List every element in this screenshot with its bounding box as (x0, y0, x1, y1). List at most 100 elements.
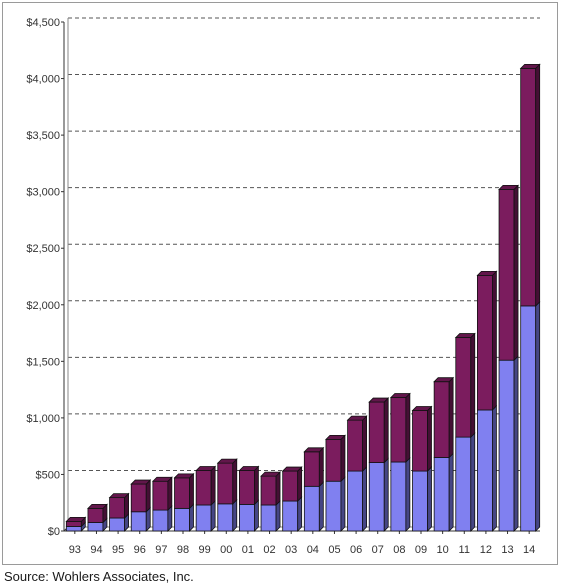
bar-segment-02-lower (260, 500, 281, 532)
stacked-bar-chart: $0 $500 $1,000 $1,500 $2,000 $2,500 $3,000 $3,5… (26, 17, 541, 556)
bar-segment-11-lower-front (455, 436, 472, 532)
bar-segment-03-upper-top (281, 466, 303, 472)
bar-segment-04-lower (303, 481, 324, 532)
bar-segment-09-lower-front (412, 470, 428, 532)
bar-segment-07-lower-side (383, 457, 389, 532)
bars (65, 63, 541, 532)
bar-segment-13-lower-side (513, 355, 519, 532)
bar-segment-99-lower-side (210, 500, 216, 532)
bar-segment-06-lower (347, 466, 367, 532)
x-tick-label: 04 (307, 544, 319, 556)
bar-segment-11-lower-side (470, 432, 476, 532)
bar-segment-95-upper-top (108, 493, 130, 499)
x-tick-label: 05 (328, 544, 340, 556)
x-tick-label: 01 (242, 544, 254, 556)
bar-segment-12-lower-front (477, 409, 493, 532)
x-tick-label: 96 (134, 544, 146, 556)
bar-segment-09-upper-side (427, 405, 432, 473)
bar-segment-96-upper-top (130, 479, 152, 485)
bar-segment-05-upper-top (324, 434, 346, 440)
y-tick-label: $2,000 (26, 300, 60, 312)
bar-segment-96-upper-side (145, 479, 151, 513)
bar-segment-06-upper-front (347, 419, 363, 472)
bar-segment-09-upper (411, 405, 433, 473)
bar-segment-03-upper-side (297, 466, 303, 502)
bar-segment-09-upper-top (411, 406, 433, 411)
x-tick-label: 12 (480, 544, 492, 556)
bar-segment-09-upper-front (412, 410, 428, 472)
bar-segment-07-lower-front (368, 462, 385, 532)
y-tick-label: $4,500 (26, 17, 60, 29)
bar-segment-03-lower (282, 496, 303, 532)
bar-segment-95-upper (108, 492, 130, 519)
bar-segment-06-upper (346, 415, 368, 473)
bar-segment-95-lower-front (109, 517, 125, 532)
bar-segment-11-upper-top (454, 333, 476, 338)
y-tick-label: $0 (48, 526, 60, 538)
bar-segment-93-upper (65, 516, 87, 528)
bar-segment-13-upper-top (498, 185, 520, 190)
bar-segment-04-upper-side (318, 446, 324, 488)
bar-segment-10-upper (433, 376, 455, 459)
bar-segment-14-lower-front (520, 305, 537, 532)
bar-segment-11-upper (454, 332, 476, 439)
bar-segment-10-lower (433, 452, 454, 532)
bar-segment-05-upper-front (325, 438, 342, 482)
bar-segment-99-upper-side (210, 465, 216, 506)
bar-segment-98-upper-front (174, 477, 190, 509)
bar-segment-99-lower-front (195, 504, 212, 532)
bar-segment-05-lower-front (325, 480, 342, 532)
bar-segment-07-upper-top (368, 397, 390, 403)
y-tick-labels: $0 $500 $1,000 $1,500 $2,000 $2,500 $3,000 $3,5… (26, 17, 60, 538)
bar-segment-12-lower-side (492, 405, 497, 532)
bar-segment-04-lower-front (303, 485, 320, 532)
bar-segment-09-lower (412, 466, 432, 532)
bar-segment-13-upper-side (513, 184, 519, 362)
x-tick-label: 94 (90, 544, 102, 556)
bar-segment-02-upper-side (275, 471, 281, 506)
y-tick-label: $1,500 (26, 356, 60, 368)
bar-segment-07-upper-front (368, 401, 385, 463)
bar-segment-03-lower-side (297, 496, 303, 532)
bar-segment-01-upper-side (254, 465, 259, 506)
x-tick-label: 09 (415, 544, 427, 556)
x-tick-label: 08 (393, 544, 405, 556)
bar-segment-10-lower-front (433, 457, 450, 532)
bar-segment-98-upper-top (173, 473, 195, 479)
x-tick-label: 00 (220, 544, 232, 556)
bar-segment-01-upper (238, 465, 260, 506)
bar-segment-97-upper-front (152, 480, 169, 511)
bar-segment-04-upper (303, 446, 325, 488)
bar-segment-08-upper (389, 392, 411, 463)
bar-segment-14-upper-side (535, 63, 541, 307)
bar-segment-03-lower-front (282, 500, 299, 532)
bar-segment-94-upper-front (87, 507, 104, 523)
bar-segment-98-lower-front (174, 507, 190, 532)
bar-segment-01-upper-top (238, 466, 260, 471)
bar-segment-08-lower (390, 457, 411, 532)
bar-segment-10-upper-front (433, 381, 450, 458)
bar-segment-06-upper-side (362, 415, 367, 473)
bar-segment-10-upper-top (433, 377, 455, 383)
bar-segment-14-lower-side (535, 300, 541, 532)
bar-segment-99-lower (195, 500, 216, 532)
bar-segment-98-lower-side (189, 503, 194, 532)
bar-segment-13-upper-front (498, 189, 515, 361)
bar-segment-95-upper-front (109, 497, 125, 519)
bar-segment-00-upper-front (217, 462, 234, 505)
bar-segment-00-lower (217, 498, 238, 532)
bar-segment-97-upper-side (167, 476, 173, 512)
bar-segment-05-lower (325, 476, 346, 532)
bar-segment-13-upper (498, 184, 520, 362)
bar-segment-01-lower-front (239, 504, 255, 532)
x-tick-label: 03 (285, 544, 297, 556)
bar-segment-10-lower-side (448, 452, 454, 532)
x-tick-label: 98 (177, 544, 189, 556)
y-tick-label: $500 (36, 469, 60, 481)
bar-segment-98-upper (173, 472, 195, 510)
bar-segment-11-upper-front (455, 337, 472, 438)
bar-segment-07-lower (368, 457, 389, 532)
bar-segment-00-lower-front (217, 503, 234, 532)
bar-segment-03-upper (281, 466, 303, 502)
bar-segment-02-lower-front (260, 504, 277, 532)
